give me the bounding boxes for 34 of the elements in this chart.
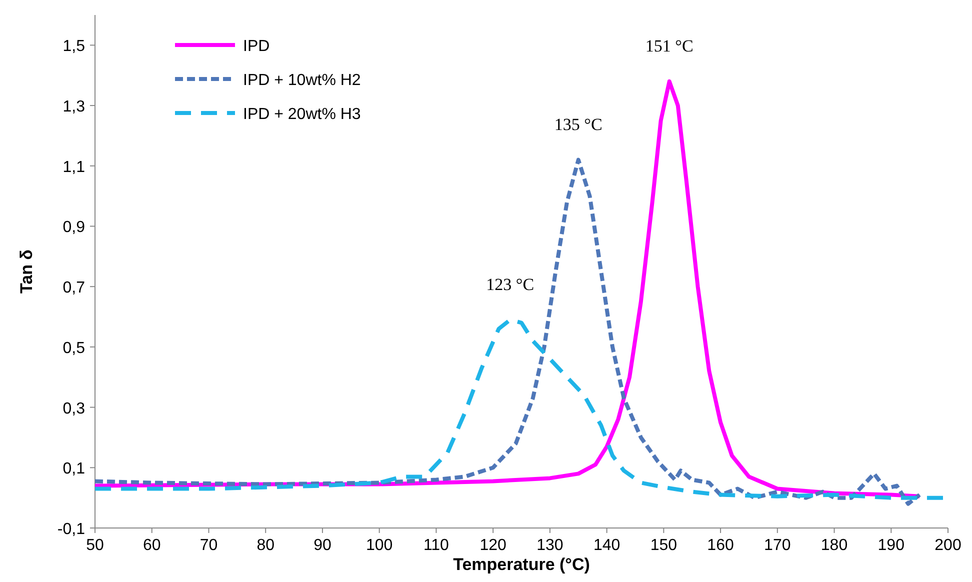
legend-label: IPD + 20wt% H3: [243, 106, 361, 123]
x-tick-label: 90: [314, 537, 332, 554]
y-tick-label: -0,1: [57, 521, 86, 538]
x-tick-label: 190: [878, 537, 905, 554]
line-series: [93, 158, 922, 506]
x-tick-label: 200: [934, 537, 962, 554]
x-tick-label: 80: [256, 537, 275, 554]
annotation: 123 °C: [486, 274, 534, 294]
y-tick-label: 0,3: [62, 400, 86, 418]
y-tick-label: 0,1: [62, 460, 86, 478]
x-tick-label: 150: [650, 537, 678, 554]
x-tick-label: 50: [86, 537, 104, 554]
x-tick-label: 70: [200, 537, 218, 554]
y-tick-label: 0,7: [62, 280, 86, 297]
annotation: 135 °C: [554, 114, 602, 134]
x-tick-label: 100: [366, 537, 393, 554]
y-tick-label: 1,1: [62, 158, 86, 176]
legend-label: IPD + 10wt% H2: [243, 72, 361, 89]
x-axis-title: Temperature (°C): [453, 555, 590, 574]
x-tick-label: 170: [764, 537, 791, 554]
y-tick-label: 1,5: [62, 38, 86, 56]
x-tick-label: 120: [480, 537, 507, 554]
y-axis-title: Tan δ: [17, 250, 36, 294]
x-tick-label: 60: [142, 537, 161, 554]
x-tick-label: 130: [536, 537, 564, 554]
x-tick-label: 160: [707, 537, 734, 554]
y-tick-label: 0,5: [62, 340, 86, 357]
annotation: 151 °C: [645, 36, 694, 56]
legend-label: IPD: [243, 38, 270, 55]
y-tick-label: 1,3: [62, 98, 86, 116]
x-tick-label: 140: [593, 537, 620, 554]
y-tick-label: 0,9: [62, 219, 86, 236]
x-tick-label: 180: [820, 537, 848, 554]
x-tick-label: 110: [423, 537, 450, 554]
